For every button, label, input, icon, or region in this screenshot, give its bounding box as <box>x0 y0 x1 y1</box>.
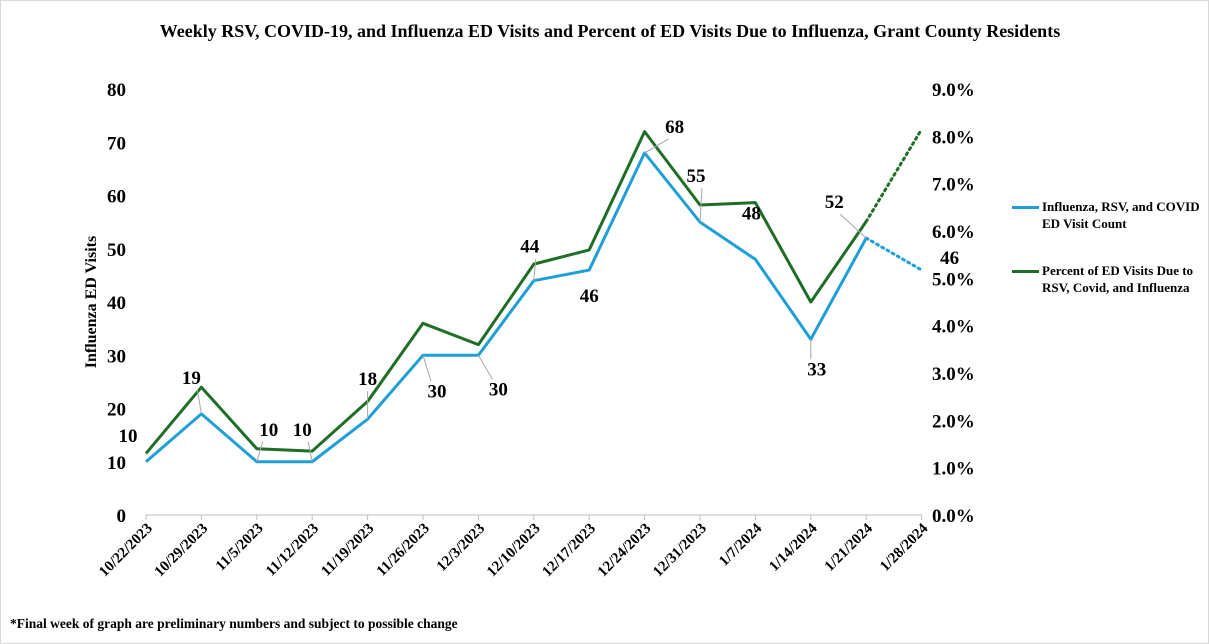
x-tick-label: 1/28/2024 <box>877 520 932 575</box>
data-label: 46 <box>580 286 599 307</box>
y-tick-label: 40 <box>107 293 126 314</box>
data-label: 18 <box>358 369 377 390</box>
chart-title: Weekly RSV, COVID-19, and Influenza ED V… <box>159 21 1061 41</box>
y-tick-label: 10 <box>107 453 126 474</box>
data-label: 52 <box>825 192 844 213</box>
y2-tick-label: 5.0% <box>932 269 975 290</box>
legend-label-percent: Percent of ED Visits Due to RSV, Covid, … <box>1042 263 1194 295</box>
legend-item-count: Influenza, RSV, and COVID ED Visit Count <box>1012 198 1207 262</box>
x-tick-label: 12/17/2023 <box>539 521 599 581</box>
x-tick-label: 12/10/2023 <box>484 521 544 581</box>
x-tick-label: 12/24/2023 <box>595 521 655 581</box>
data-label: 30 <box>428 381 447 402</box>
legend-swatch-count <box>1012 206 1039 209</box>
series-line-percent <box>144 130 868 455</box>
y2-tick-label: 4.0% <box>932 317 975 338</box>
x-tick-label: 11/19/2023 <box>318 521 377 580</box>
x-tick-label: 10/22/2023 <box>96 521 156 581</box>
y2-tick-label: 3.0% <box>932 364 975 385</box>
y-tick-label: 30 <box>107 346 126 367</box>
x-tick-label: 12/31/2023 <box>650 521 710 581</box>
y2-tick-label: 6.0% <box>932 222 975 243</box>
y-tick-label: 20 <box>107 400 126 421</box>
y-axis-title: Influenza ED Visits <box>83 236 100 368</box>
legend-label-count: Influenza, RSV, and COVID ED Visit Count <box>1042 199 1200 231</box>
y2-tick-label: 8.0% <box>932 127 975 148</box>
x-tick-label: 11/5/2023 <box>213 521 267 575</box>
series-preliminary-segment-percent <box>864 127 924 224</box>
x-tick-label: 11/12/2023 <box>263 521 322 580</box>
y-tick-label: 70 <box>107 133 126 154</box>
data-label: 33 <box>807 359 826 380</box>
y2-tick-label: 0.0% <box>932 506 975 527</box>
chart-legend: Influenza, RSV, and COVID ED Visit Count… <box>1012 198 1207 326</box>
data-label: 46 <box>940 248 959 269</box>
series-preliminary-segment-count <box>864 236 924 272</box>
data-label-leader <box>644 138 669 154</box>
data-label-leader <box>839 213 867 239</box>
data-label-leader <box>256 441 264 462</box>
data-label: 10 <box>119 426 138 447</box>
data-label: 48 <box>742 203 761 224</box>
y2-tick-label: 9.0% <box>932 80 975 101</box>
y2-tick-label: 2.0% <box>932 411 975 432</box>
x-tick-label: 1/14/2024 <box>766 520 821 575</box>
y2-tick-label: 7.0% <box>932 175 975 196</box>
legend-item-percent: Percent of ED Visits Due to RSV, Covid, … <box>1012 262 1207 326</box>
x-tick-label: 10/29/2023 <box>152 521 212 581</box>
y-tick-label: 60 <box>107 187 126 208</box>
data-label-leader <box>699 188 703 223</box>
data-label-leader <box>307 441 313 462</box>
y-tick-label: 80 <box>107 80 126 101</box>
y2-tick-label: 1.0% <box>932 459 975 480</box>
y-tick-label: 0 <box>117 506 127 527</box>
data-label-leader <box>477 354 493 380</box>
data-label: 19 <box>182 368 201 389</box>
x-tick-label: 12/3/2023 <box>434 521 488 575</box>
y-tick-label: 50 <box>107 240 126 261</box>
data-label-leader <box>196 389 202 414</box>
data-label: 10 <box>259 420 278 441</box>
x-tick-label: 1/7/2024 <box>716 520 765 569</box>
legend-swatch-percent <box>1012 270 1039 273</box>
data-label-leader <box>422 355 432 382</box>
data-label: 10 <box>293 420 312 441</box>
data-label: 44 <box>520 237 540 258</box>
x-tick-label: 11/26/2023 <box>374 521 433 580</box>
data-label: 30 <box>489 379 508 400</box>
data-label: 55 <box>687 166 706 187</box>
data-label-leader <box>533 258 537 281</box>
data-label: 68 <box>665 117 684 138</box>
series-line-count <box>145 151 868 464</box>
footnote: *Final week of graph are preliminary num… <box>10 616 458 631</box>
x-tick-label: 1/21/2024 <box>822 520 877 575</box>
